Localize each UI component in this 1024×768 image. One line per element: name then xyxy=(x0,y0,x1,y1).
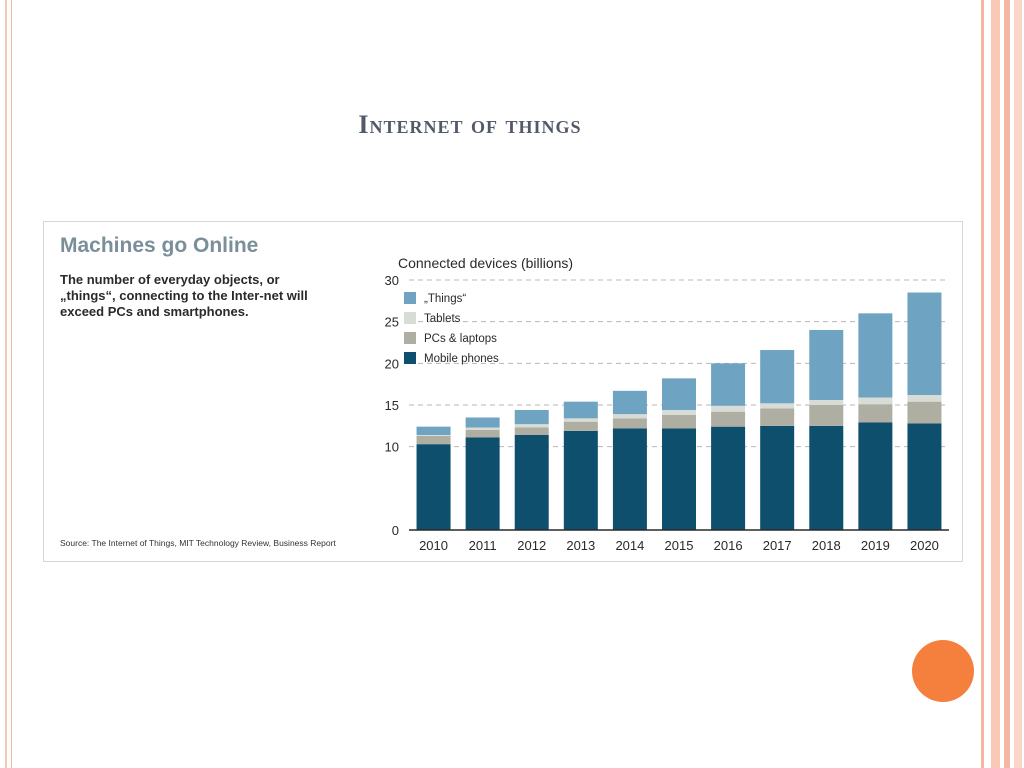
bar-segment xyxy=(760,425,795,530)
bar-segment xyxy=(416,435,451,436)
y-tick-label: 30 xyxy=(385,273,399,288)
bar-segment xyxy=(563,430,598,530)
slide-title: Internet of things xyxy=(358,110,582,139)
bar-segment xyxy=(612,414,647,419)
legend-label: Tablets xyxy=(424,313,461,325)
left-border-decoration xyxy=(0,0,12,768)
bar-segment xyxy=(465,427,500,430)
bar-segment xyxy=(809,405,844,426)
right-border-stripe xyxy=(1004,0,1010,768)
bar-segment xyxy=(465,437,500,530)
bar-segment xyxy=(612,428,647,530)
bar-segment xyxy=(760,403,795,409)
right-border-stripe xyxy=(991,0,1000,768)
bar-segment xyxy=(563,421,598,431)
legend-label: Mobile phones xyxy=(424,353,499,365)
decorative-orange-dot xyxy=(912,640,974,702)
bar-segment xyxy=(858,404,893,423)
figure-subtitle: The number of everyday objects, or „thin… xyxy=(60,272,308,319)
x-tick-label: 2018 xyxy=(812,538,841,553)
bar-segment xyxy=(465,430,500,438)
y-tick-label: 15 xyxy=(385,398,399,413)
legend-label: „Things“ xyxy=(424,293,466,305)
x-tick-label: 2013 xyxy=(566,538,595,553)
bar-segment xyxy=(465,417,500,428)
bar-segment xyxy=(907,395,942,402)
legend-swatch xyxy=(404,312,416,324)
bar-segment xyxy=(809,425,844,530)
x-tick-label: 2017 xyxy=(763,538,792,553)
bar-segment xyxy=(858,397,893,405)
x-tick-label: 2019 xyxy=(861,538,890,553)
bar-segment xyxy=(662,428,696,530)
bar-segment xyxy=(907,401,942,424)
x-tick-label: 2015 xyxy=(665,538,694,553)
x-tick-label: 2014 xyxy=(615,538,644,553)
y-tick-label: 25 xyxy=(385,315,399,330)
bar-segment xyxy=(612,418,647,429)
chart-figure: Machines go Online The number of everyda… xyxy=(43,221,963,562)
legend-label: PCs & laptops xyxy=(424,333,497,345)
bar-segment xyxy=(662,410,696,415)
bar-segment xyxy=(563,418,598,422)
bar-segment xyxy=(416,426,451,435)
bar-segment xyxy=(612,390,647,415)
figure-source: Source: The Internet of Things, MIT Tech… xyxy=(60,538,336,548)
right-border-decoration xyxy=(972,0,1024,768)
bar-segment xyxy=(416,444,451,530)
x-tick-label: 2012 xyxy=(517,538,546,553)
bar-segment xyxy=(711,426,746,530)
bar-segment xyxy=(514,410,549,425)
bar-segment xyxy=(809,400,844,405)
bar-segment xyxy=(514,424,549,428)
bar-segment xyxy=(662,378,696,410)
x-tick-label: 2010 xyxy=(419,538,448,553)
right-border-stripe xyxy=(981,0,984,768)
x-tick-label: 2016 xyxy=(714,538,743,553)
bar-segment xyxy=(760,350,795,404)
bar-segment xyxy=(711,405,746,412)
left-border-line xyxy=(5,0,7,768)
y-tick-label: 10 xyxy=(385,440,399,455)
right-border-stripe xyxy=(1014,0,1022,768)
y-tick-label: 0 xyxy=(392,523,399,538)
bar-segment xyxy=(416,435,451,445)
bar-segment xyxy=(711,363,746,406)
bar-segment xyxy=(858,313,893,398)
bar-segment xyxy=(514,435,549,530)
bar-segment xyxy=(809,330,844,400)
legend-swatch xyxy=(404,352,416,364)
bar-segment xyxy=(760,408,795,426)
bar-segment xyxy=(907,423,942,530)
x-tick-label: 2020 xyxy=(910,538,939,553)
stacked-bar-chart: 0 10 15 20 25 30 2010 2011 2012 2013 2014 2015 2016 2… xyxy=(385,273,949,553)
legend-swatch xyxy=(404,292,416,304)
figure-title: Machines go Online xyxy=(60,234,259,257)
bar-segment xyxy=(907,292,942,395)
chart-title: Connected devices (billions) xyxy=(398,255,574,271)
bar-segment xyxy=(563,401,598,419)
bar-segment xyxy=(711,411,746,427)
x-tick-label: 2011 xyxy=(469,538,497,553)
bar-segment xyxy=(662,415,696,429)
legend-swatch xyxy=(404,332,416,344)
bar-segment xyxy=(858,422,893,530)
y-tick-label: 20 xyxy=(385,356,399,371)
bar-segment xyxy=(514,427,549,435)
